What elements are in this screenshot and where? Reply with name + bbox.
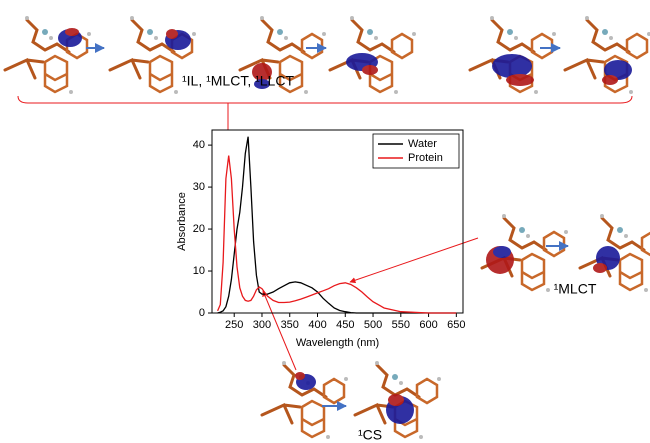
pointer-arrow: [350, 238, 478, 282]
x-tick-label: 650: [447, 319, 465, 331]
bracket: [18, 96, 632, 130]
x-tick-label: 600: [419, 319, 437, 331]
annotation: ¹CS: [358, 427, 382, 443]
y-tick-label: 20: [193, 223, 205, 235]
annotation: ¹IL, ¹MLCT, ¹LLCT: [182, 73, 294, 89]
figure: ¹IL, ¹MLCT, ¹LLCT ¹MLCT ¹CS 250300350400…: [0, 0, 650, 443]
annotation: ¹MLCT: [554, 281, 597, 297]
x-tick-label: 500: [364, 319, 382, 331]
y-axis-title: Absorbance: [176, 192, 188, 251]
y-tick-label: 30: [193, 181, 205, 193]
legend-label: Protein: [408, 152, 443, 164]
x-tick-label: 250: [225, 319, 243, 331]
x-tick-label: 350: [281, 319, 299, 331]
x-tick-label: 450: [336, 319, 354, 331]
molecule-images: [5, 16, 650, 439]
plot: 250 300 350 400 450 500 550 600 650 0 10 20 30 40 Wave…: [176, 130, 466, 349]
x-tick-label: 300: [253, 319, 271, 331]
legend-label: Water: [408, 138, 437, 150]
y-tick-label: 40: [193, 139, 205, 151]
y-tick-label: 10: [193, 265, 205, 277]
y-tick-label: 0: [199, 307, 205, 319]
x-axis-title: Wavelength (nm): [296, 337, 379, 349]
x-tick-label: 400: [308, 319, 326, 331]
x-tick-label: 550: [392, 319, 410, 331]
